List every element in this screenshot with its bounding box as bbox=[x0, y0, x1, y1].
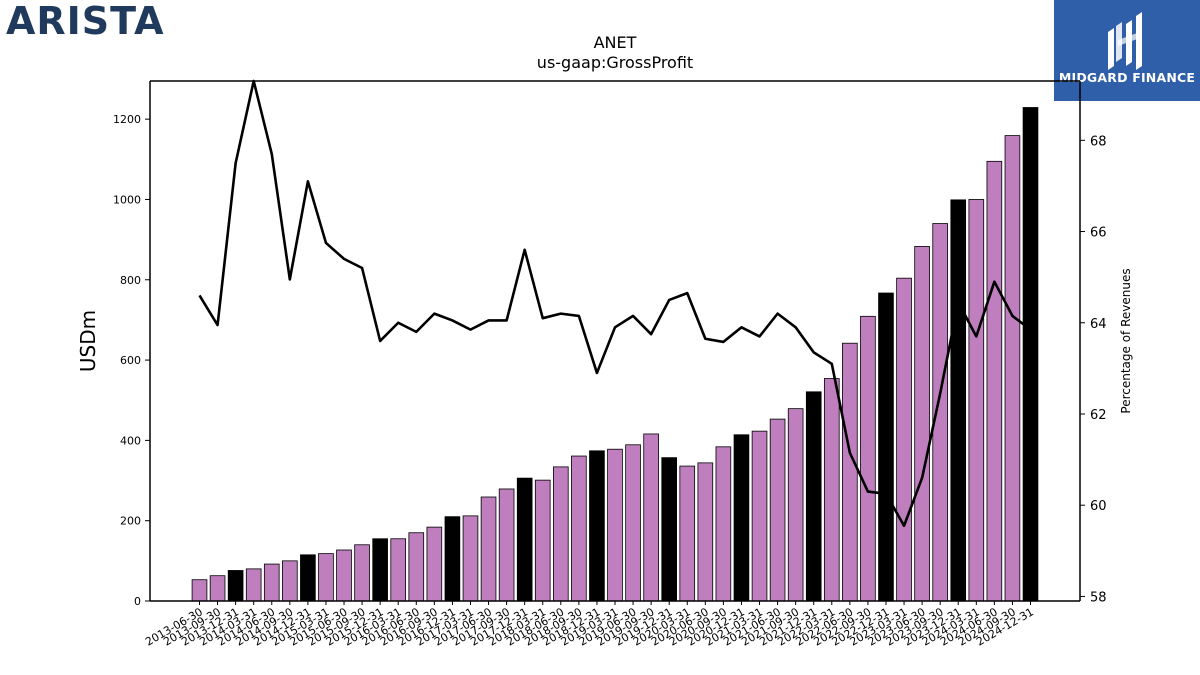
bar-2019-09-30 bbox=[643, 433, 659, 602]
bar-2018-09-30 bbox=[571, 455, 587, 602]
y-tick-label-0: 0 bbox=[134, 595, 141, 608]
bar-2024-09-30 bbox=[1004, 135, 1021, 602]
bar-2015-06-30 bbox=[336, 549, 352, 602]
y-tick-label-1200: 1200 bbox=[113, 113, 141, 126]
chart-title: ANET bbox=[594, 33, 637, 52]
y2-tick-label-60: 60 bbox=[1090, 499, 1107, 514]
y2-tick-label-58: 58 bbox=[1090, 590, 1107, 605]
bar-2020-12-31 bbox=[733, 434, 750, 602]
arista-logo: ARISTA bbox=[6, 0, 208, 43]
y-tick-label-1000: 1000 bbox=[113, 193, 141, 206]
bar-2015-03-31 bbox=[318, 553, 334, 602]
bar-2017-12-31 bbox=[516, 477, 533, 602]
bar-2019-03-31 bbox=[607, 448, 623, 602]
y2-axis-label: Percentage of Revenues bbox=[1119, 268, 1133, 413]
bar-2014-12-31 bbox=[300, 554, 316, 602]
bar-2016-06-30 bbox=[408, 532, 425, 602]
y-axis-label: USDm bbox=[76, 310, 100, 372]
arista-logo-text: ARISTA bbox=[6, 2, 165, 42]
y-tick-label-800: 800 bbox=[120, 274, 141, 287]
bar-2017-09-30 bbox=[498, 488, 515, 602]
bar-2014-03-31 bbox=[245, 568, 262, 602]
bar-2018-12-31 bbox=[589, 450, 605, 602]
bar-2022-12-31 bbox=[878, 292, 894, 602]
bar-2024-03-31 bbox=[968, 199, 985, 602]
bar-2015-12-31 bbox=[372, 538, 388, 602]
y2-tick-label-62: 62 bbox=[1090, 408, 1107, 423]
bar-2013-06-30 bbox=[191, 579, 208, 602]
bar-2020-06-30 bbox=[697, 462, 714, 602]
bar-2023-03-31 bbox=[896, 277, 912, 602]
bar-2024-12-31 bbox=[1022, 107, 1039, 602]
bar-2021-03-31 bbox=[751, 430, 768, 602]
bar-2021-06-30 bbox=[769, 418, 786, 602]
bar-2020-09-30 bbox=[715, 446, 732, 602]
chart-subtitle: us-gaap:GrossProfit bbox=[537, 53, 693, 72]
y-tick-label-600: 600 bbox=[120, 354, 141, 367]
y2-tick-label-64: 64 bbox=[1090, 317, 1107, 332]
bar-2019-06-30 bbox=[625, 444, 641, 602]
bar-2016-03-31 bbox=[390, 538, 407, 602]
bar-2020-03-31 bbox=[679, 465, 696, 602]
bar-2019-12-31 bbox=[661, 457, 677, 602]
bar-2013-12-31 bbox=[227, 570, 244, 602]
bar-2015-09-30 bbox=[354, 544, 370, 602]
bar-2016-09-30 bbox=[426, 526, 443, 602]
bar-2014-09-30 bbox=[282, 560, 298, 602]
bar-2018-03-31 bbox=[534, 479, 551, 602]
y2-tick-label-68: 68 bbox=[1090, 134, 1107, 149]
bar-2017-06-30 bbox=[480, 496, 497, 602]
bar-2017-03-31 bbox=[462, 515, 479, 602]
bar-2013-09-30 bbox=[209, 575, 226, 602]
bar-2014-06-30 bbox=[263, 563, 280, 602]
bar-2023-12-31 bbox=[950, 199, 967, 602]
bar-2018-06-30 bbox=[553, 466, 569, 602]
bar-2021-09-30 bbox=[787, 408, 804, 602]
bar-2022-09-30 bbox=[860, 315, 876, 602]
bar-2022-03-31 bbox=[823, 378, 840, 602]
bar-2021-12-31 bbox=[805, 391, 822, 602]
midgard-finance-logo: MIDGARD FINANCE bbox=[1054, 0, 1200, 101]
bar-2024-06-30 bbox=[986, 160, 1003, 602]
bar-2016-12-31 bbox=[444, 516, 461, 602]
y2-tick-label-66: 66 bbox=[1090, 226, 1107, 241]
y-tick-label-200: 200 bbox=[120, 515, 141, 528]
midgard-finance-wordmark: MIDGARD FINANCE bbox=[1058, 70, 1196, 85]
gross-margin-line bbox=[198, 79, 1032, 528]
midgard-emblem-icon bbox=[1108, 12, 1142, 70]
bar-2022-06-30 bbox=[842, 342, 858, 602]
y-tick-label-400: 400 bbox=[120, 434, 141, 447]
bar-2023-06-30 bbox=[914, 246, 930, 602]
